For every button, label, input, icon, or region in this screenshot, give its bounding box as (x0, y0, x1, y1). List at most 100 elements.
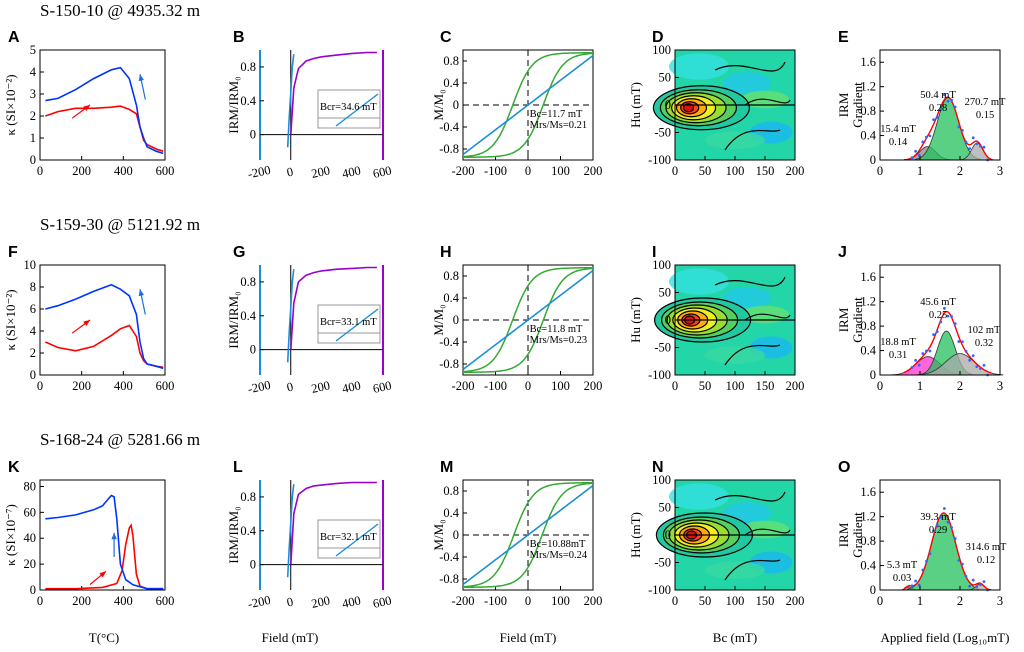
y-axis-title: Gradient (850, 82, 865, 128)
y-tick-label: -50 (654, 556, 671, 570)
data-point (932, 529, 935, 533)
x-tick-label: 600 (156, 594, 175, 608)
y-tick-label: 1.2 (860, 80, 876, 94)
y-tick-label: 50 (659, 501, 672, 515)
y-axis-title: Hu (mT) (628, 297, 643, 343)
component-1-fraction: 0.31 (889, 350, 907, 361)
y-tick-label: 0 (30, 583, 36, 597)
component-1-fraction: 0.03 (893, 573, 911, 584)
data-point (943, 507, 946, 510)
panel-label: A (8, 29, 20, 46)
x-tick-label: 200 (72, 594, 91, 608)
component-3-fraction: 0.15 (976, 110, 994, 121)
arrow-head (99, 571, 107, 578)
y-tick-label: 0.4 (860, 344, 876, 358)
y-tick-label: 0 (870, 368, 876, 382)
data-point (914, 149, 917, 153)
inset-box (317, 519, 381, 559)
x-tick-label: 200 (786, 594, 805, 608)
y-tick-label: 0 (30, 153, 36, 167)
x-tick-label: 50 (699, 164, 712, 178)
y-tick-label: -50 (654, 126, 671, 140)
y-tick-label: 1.2 (860, 510, 876, 524)
data-point (971, 136, 975, 140)
y-tick-label: 4 (30, 324, 37, 338)
x-tick-label: 0 (285, 380, 294, 395)
y-tick-label: 2 (30, 109, 36, 123)
y-axis-title: IRM/IRM₀ (226, 291, 241, 348)
x-tick-label: 1 (917, 594, 923, 608)
x-axis-title-bc: Bc (mT) (713, 630, 757, 645)
data-point (957, 558, 961, 562)
data-point (925, 135, 928, 139)
bc-annotation: Bc=11.8 mT (530, 324, 583, 335)
y-tick-label: 0 (30, 368, 36, 382)
data-point (961, 562, 964, 566)
forc-contour (724, 129, 781, 151)
row-title-2: S-159-30 @ 5121.92 m (40, 215, 200, 234)
panel-C: -200 -100 0 100 200 -0.8 -0.4 0 0.4 0.8 C M/M₀ Bc=11… (431, 29, 602, 178)
data-point (964, 574, 968, 578)
y-tick-label: 50 (659, 71, 672, 85)
forc-blob (669, 483, 729, 510)
heating-curve (45, 105, 164, 152)
data-point (943, 306, 946, 310)
row-title-3: S-168-24 @ 5281.66 m (40, 430, 200, 449)
component-1-fraction: 0.14 (889, 137, 908, 148)
data-point (914, 358, 917, 362)
data-point (935, 330, 939, 334)
x-tick-label: 400 (114, 594, 133, 608)
x-tick-label: 0 (877, 379, 883, 393)
paramagnetic-line (462, 54, 594, 156)
ascending-branch (463, 267, 594, 373)
y-tick-label: 2 (30, 346, 36, 360)
panel-G: -200 0 200 400 600 0 0.4 0.8 G IRM/IRM₀ Bcr=33.1 m… (226, 244, 393, 396)
fitted-sum-curve (903, 96, 992, 161)
y-tick-label: 0.8 (240, 275, 256, 289)
y-axis-title: κ (SI×10⁻²) (3, 289, 18, 350)
x-tick-label: 50 (699, 379, 712, 393)
paramagnetic-line (462, 484, 594, 586)
fitted-sum-curve (903, 512, 992, 591)
mrs-ms-annotation: Mrs/Ms=0.21 (530, 120, 588, 131)
x-tick-label: -200 (452, 164, 475, 178)
data-point (964, 349, 968, 353)
y-tick-label: 0.4 (240, 94, 256, 108)
data-point (910, 156, 914, 160)
panel-A: 0 200 400 600 0 1 2 3 4 5Aκ (SI×10⁻²) (3, 29, 174, 178)
component-3-fraction: 0.32 (975, 338, 993, 349)
plot-frame (39, 49, 166, 161)
x-tick-label: 0 (672, 379, 678, 393)
component-3-coercivity: 102 mT (968, 325, 1002, 336)
x-tick-label: 400 (341, 378, 362, 396)
panel-B: -200 0 200 400 600 0 0.4 0.8 B IRM/IRM₀ Bcr=34.6 m… (226, 29, 393, 181)
data-point (968, 147, 971, 150)
data-point (946, 520, 950, 524)
y-axis-title: M/M₀ (431, 304, 446, 335)
y-tick-label: 0.8 (860, 319, 876, 333)
data-point (979, 367, 982, 370)
data-point (982, 363, 986, 367)
data-point (968, 358, 971, 362)
forc-contour (714, 61, 786, 72)
x-tick-label: 400 (114, 379, 133, 393)
y-tick-label: -0.8 (439, 357, 459, 371)
data-point (946, 314, 950, 318)
y-axis-title: Hu (mT) (628, 82, 643, 128)
x-tick-label: 3 (997, 164, 1003, 178)
data-point (921, 568, 925, 572)
y-tick-label: 0 (250, 558, 256, 572)
inset-curve (335, 523, 379, 557)
component-3-fraction: 0.12 (977, 555, 995, 566)
x-axis-title-field-hysteresis: Field (mT) (500, 630, 557, 645)
data-point (971, 578, 975, 582)
panel-O: O IRM Gradient 0 1 2 3 0 0.4 0.8 1.2 1.6 5.3 mT 0.03 3… (836, 459, 1007, 608)
cooling-curve (45, 66, 164, 155)
plot-frame (879, 49, 1001, 161)
mrs-ms-annotation: Mrs/Ms=0.23 (530, 335, 588, 346)
data-point (932, 118, 935, 122)
x-axis-title-field-irm: Field (mT) (262, 630, 319, 645)
y-tick-label: 0 (665, 528, 671, 542)
x-tick-label: 0 (877, 164, 883, 178)
